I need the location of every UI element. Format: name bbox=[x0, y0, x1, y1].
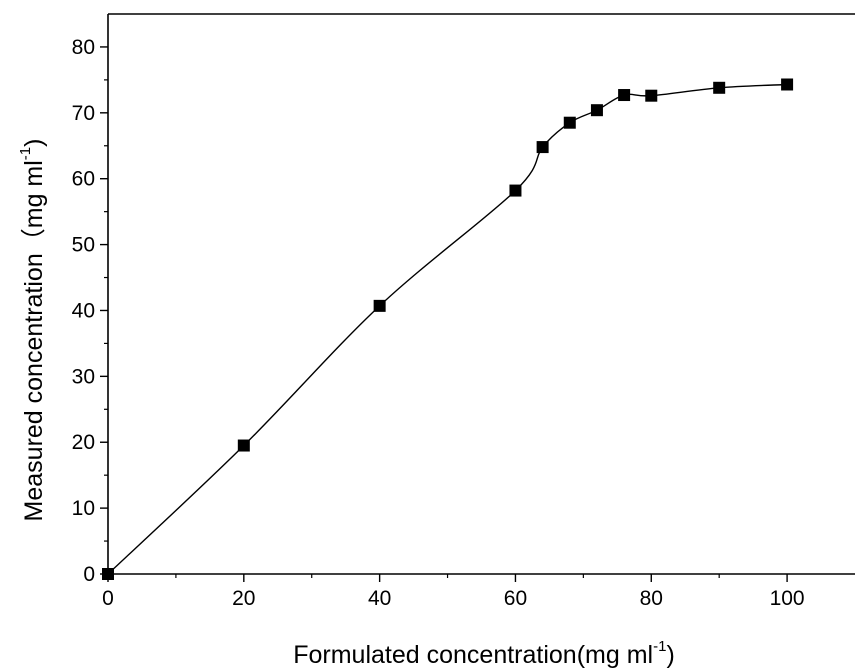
data-point-square bbox=[509, 184, 522, 197]
axes bbox=[107, 13, 855, 575]
data-points bbox=[102, 78, 794, 580]
x-tick-label: 80 bbox=[640, 587, 663, 610]
data-point-square bbox=[563, 116, 576, 129]
x-tick-label: 0 bbox=[102, 587, 114, 610]
data-point-square bbox=[102, 568, 114, 580]
y-tick-label: 80 bbox=[72, 36, 95, 59]
x-tick-label: 60 bbox=[504, 587, 527, 610]
ticks: 0 20 40 60 80 100 0 10 20 30 40 50 60 70 80 bbox=[72, 36, 805, 610]
data-point-square bbox=[536, 141, 549, 154]
y-tick-label: 40 bbox=[72, 299, 95, 322]
y-axis-title: Measured concentration（mg ml-1) bbox=[17, 139, 48, 522]
x-tick-label: 40 bbox=[368, 587, 391, 610]
y-tick-label: 10 bbox=[72, 497, 95, 520]
y-tick-label: 0 bbox=[83, 563, 95, 586]
y-tick-label: 70 bbox=[72, 102, 95, 125]
series-line bbox=[107, 83, 788, 575]
y-tick-label: 30 bbox=[72, 365, 95, 388]
data-point-square bbox=[713, 81, 726, 94]
y-tick-label: 20 bbox=[72, 431, 95, 454]
data-point-square bbox=[237, 439, 250, 452]
data-point-square bbox=[618, 89, 631, 102]
series-line-layer bbox=[107, 83, 788, 575]
y-tick-label: 50 bbox=[72, 234, 95, 257]
data-point-square bbox=[645, 89, 658, 102]
data-point-square bbox=[781, 78, 794, 91]
x-tick-label: 100 bbox=[770, 587, 805, 610]
y-tick-label: 60 bbox=[72, 168, 95, 191]
x-tick-label: 20 bbox=[232, 587, 255, 610]
data-point-square bbox=[590, 104, 603, 117]
x-axis-title: Formulated concentration(mg ml-1) bbox=[293, 638, 675, 669]
data-point-square bbox=[373, 299, 386, 312]
